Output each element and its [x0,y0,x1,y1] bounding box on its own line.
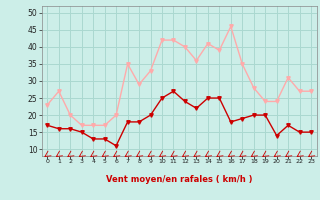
X-axis label: Vent moyen/en rafales ( km/h ): Vent moyen/en rafales ( km/h ) [106,175,252,184]
